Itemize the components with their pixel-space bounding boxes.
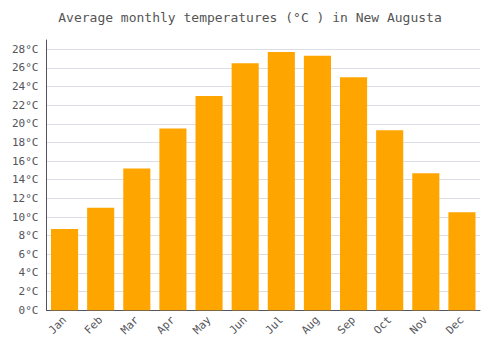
svg-text:24°C: 24°C <box>12 80 39 93</box>
svg-text:Apr: Apr <box>154 313 177 336</box>
svg-text:Dec: Dec <box>443 314 466 337</box>
svg-text:0°C: 0°C <box>19 304 39 317</box>
svg-text:14°C: 14°C <box>12 173 39 186</box>
svg-text:4°C: 4°C <box>19 266 39 279</box>
svg-text:Mar: Mar <box>118 313 141 336</box>
svg-text:28°C: 28°C <box>12 43 39 56</box>
svg-text:Jul: Jul <box>263 314 286 337</box>
svg-text:10°C: 10°C <box>12 211 39 224</box>
svg-text:16°C: 16°C <box>12 155 39 168</box>
svg-text:6°C: 6°C <box>19 248 39 261</box>
svg-text:26°C: 26°C <box>12 61 39 74</box>
svg-text:Sep: Sep <box>335 314 358 337</box>
svg-text:Feb: Feb <box>82 314 105 337</box>
svg-text:2°C: 2°C <box>19 285 39 298</box>
svg-text:Nov: Nov <box>407 313 430 336</box>
svg-text:8°C: 8°C <box>19 229 39 242</box>
svg-text:Oct: Oct <box>371 314 394 337</box>
svg-text:Average monthly temperatures (: Average monthly temperatures (°C ) in Ne… <box>58 10 442 25</box>
svg-text:Jun: Jun <box>227 314 250 337</box>
svg-text:12°C: 12°C <box>12 192 39 205</box>
svg-text:20°C: 20°C <box>12 117 39 130</box>
svg-text:May: May <box>190 313 213 336</box>
svg-text:22°C: 22°C <box>12 99 39 112</box>
svg-text:18°C: 18°C <box>12 136 39 149</box>
svg-text:Jan: Jan <box>46 314 69 337</box>
svg-text:Aug: Aug <box>299 314 322 337</box>
